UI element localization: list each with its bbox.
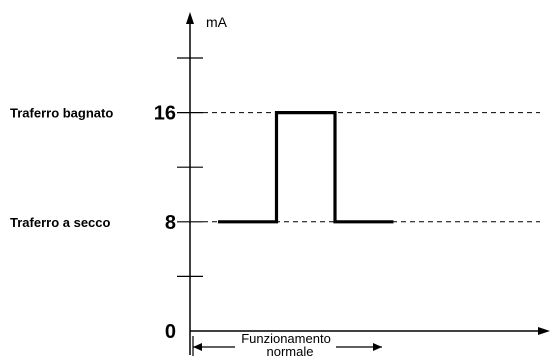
axes bbox=[186, 12, 550, 355]
reference-label: Traferro bagnato bbox=[10, 106, 113, 121]
y-tick-label: 0 bbox=[165, 321, 176, 343]
span-arrow-left-head bbox=[193, 343, 202, 351]
current-series-line bbox=[218, 110, 394, 224]
y-tick-label: 16 bbox=[154, 103, 176, 125]
reference-label: Traferro a secco bbox=[10, 215, 111, 230]
series-layer bbox=[218, 110, 394, 224]
x-axis-arrow bbox=[538, 327, 550, 335]
span-caption-line2: normale bbox=[267, 344, 314, 359]
reference-lines bbox=[203, 112, 540, 223]
span-arrow-right-head bbox=[373, 343, 382, 351]
labels-layer: mA Traferro bagnato Traferro a secco bbox=[10, 14, 228, 230]
y-ticks: 0 8 16 bbox=[154, 57, 203, 343]
y-axis-unit: mA bbox=[206, 14, 228, 30]
span-caption-line1: Funzionamento bbox=[241, 331, 331, 346]
y-axis-arrow bbox=[186, 12, 194, 24]
y-tick-label: 8 bbox=[165, 212, 176, 234]
